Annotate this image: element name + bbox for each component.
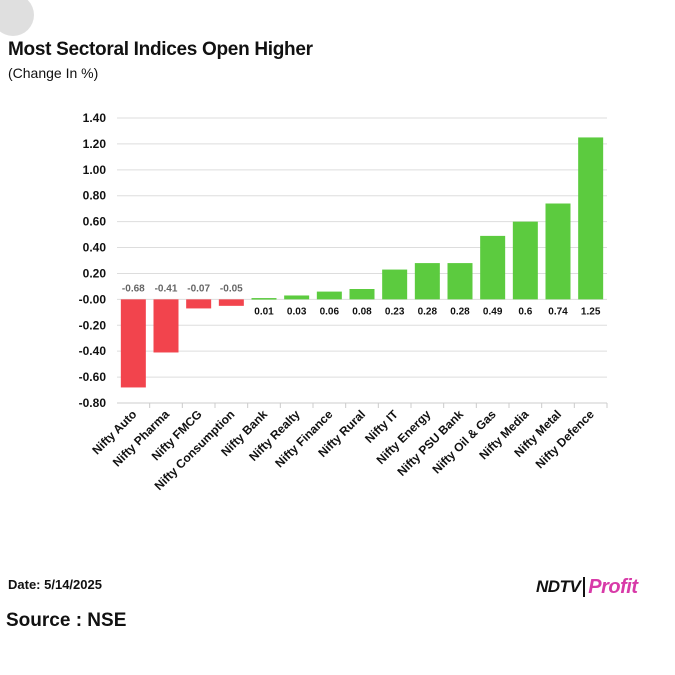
bar [382, 269, 408, 300]
data-label: -0.05 [220, 283, 243, 294]
bar [578, 137, 604, 300]
y-tick-label: -0.20 [79, 318, 107, 332]
data-label: -0.07 [187, 283, 210, 294]
chart-subtitle: (Change In %) [8, 65, 99, 81]
y-tick-label: 0.80 [83, 189, 107, 203]
data-label: 0.01 [254, 306, 274, 317]
bar [120, 299, 146, 388]
y-tick-label: -0.60 [79, 370, 107, 384]
y-tick-label: 1.20 [83, 137, 107, 151]
x-tick-label: Nifty Defence [533, 407, 597, 471]
bar [349, 289, 375, 300]
data-label: 0.28 [418, 306, 438, 317]
date-label: Date: 5/14/2025 [8, 577, 102, 592]
data-label: 0.03 [287, 306, 307, 317]
source-label: Source : NSE [6, 610, 127, 631]
bar [251, 298, 277, 300]
data-label: 0.23 [385, 306, 405, 317]
logo-profit-text: Profit [588, 575, 638, 598]
data-label: 0.74 [548, 306, 568, 317]
data-label: 0.08 [352, 306, 372, 317]
logo-ndtv-text: NDTV [536, 577, 581, 596]
bar [480, 235, 506, 300]
data-label: 0.28 [450, 306, 470, 317]
bar [186, 299, 212, 309]
bar [414, 263, 440, 300]
chart-title: Most Sectoral Indices Open Higher [8, 39, 313, 60]
data-label: -0.41 [155, 283, 178, 294]
logo-divider [583, 577, 586, 597]
y-tick-label: 1.40 [83, 111, 107, 125]
y-tick-label: 1.00 [83, 163, 107, 177]
y-tick-label: 0.60 [83, 215, 107, 229]
y-tick-label: -0.40 [79, 344, 107, 358]
data-label: 0.49 [483, 306, 503, 317]
data-label: 1.25 [581, 306, 601, 317]
y-tick-label: -0.00 [79, 292, 107, 306]
bar [512, 221, 538, 300]
data-label: 0.6 [518, 306, 532, 317]
y-tick-label: -0.80 [79, 396, 107, 410]
bar [316, 291, 342, 300]
bar [284, 295, 310, 300]
bar [447, 263, 473, 300]
bar [218, 299, 244, 306]
bar [153, 299, 179, 353]
bar-chart: 1.40 1.20 1.00 0.80 0.60 0.40 0.20 -0.00 -0.20 -0… [79, 111, 608, 493]
y-tick-label: 0.40 [83, 241, 107, 255]
data-label: -0.68 [122, 283, 145, 294]
bar [545, 203, 571, 300]
ndtv-profit-logo: NDTV Profit [536, 574, 638, 600]
data-label: 0.06 [320, 306, 340, 317]
y-tick-label: 0.20 [83, 266, 107, 280]
